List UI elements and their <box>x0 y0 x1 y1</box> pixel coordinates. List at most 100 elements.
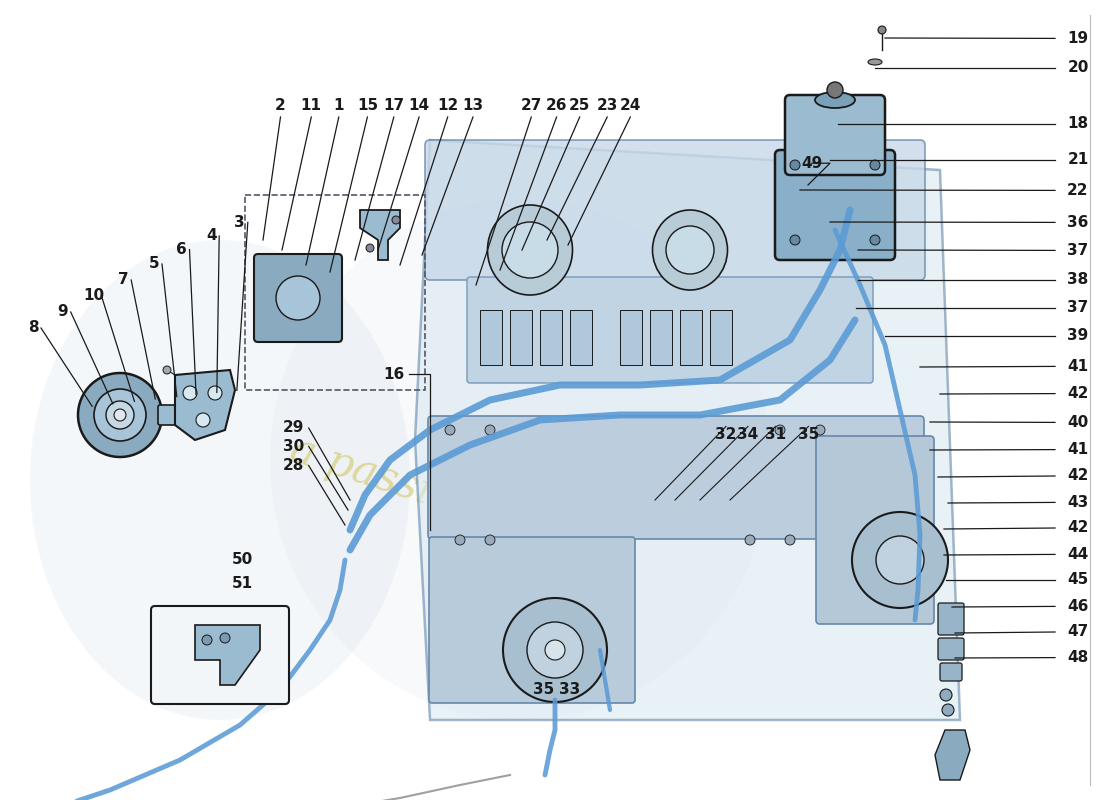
Circle shape <box>745 535 755 545</box>
Ellipse shape <box>270 200 770 720</box>
Circle shape <box>196 413 210 427</box>
Text: 30: 30 <box>283 439 305 454</box>
Text: 17: 17 <box>383 98 405 113</box>
Text: 21: 21 <box>1067 153 1089 167</box>
Text: 33: 33 <box>559 682 581 697</box>
Ellipse shape <box>30 240 410 720</box>
Text: 4: 4 <box>206 229 217 243</box>
Text: 5: 5 <box>148 257 159 271</box>
Circle shape <box>502 222 558 278</box>
Text: 6: 6 <box>176 242 187 257</box>
Circle shape <box>503 598 607 702</box>
Text: 47: 47 <box>1067 625 1089 639</box>
Text: 15: 15 <box>356 98 378 113</box>
Text: 3: 3 <box>234 215 245 230</box>
Circle shape <box>106 401 134 429</box>
Text: 42: 42 <box>1067 386 1089 401</box>
Text: 12: 12 <box>437 98 459 113</box>
Bar <box>680 310 702 365</box>
Text: 46: 46 <box>1067 599 1089 614</box>
Text: 28: 28 <box>283 458 305 473</box>
Bar <box>540 310 562 365</box>
Text: 40: 40 <box>1067 415 1089 430</box>
Text: 35: 35 <box>798 427 820 442</box>
Circle shape <box>208 386 222 400</box>
Text: 41: 41 <box>1067 442 1089 457</box>
Text: 20: 20 <box>1067 61 1089 75</box>
Circle shape <box>876 536 924 584</box>
Circle shape <box>276 276 320 320</box>
Circle shape <box>392 216 400 224</box>
Circle shape <box>202 635 212 645</box>
Circle shape <box>485 535 495 545</box>
Text: 18: 18 <box>1067 117 1089 131</box>
Text: 42: 42 <box>1067 521 1089 535</box>
Text: 24: 24 <box>619 98 641 113</box>
Circle shape <box>878 26 886 34</box>
FancyBboxPatch shape <box>429 537 635 703</box>
FancyBboxPatch shape <box>254 254 342 342</box>
Text: 34: 34 <box>737 427 759 442</box>
Bar <box>620 310 642 365</box>
FancyBboxPatch shape <box>940 663 962 681</box>
Text: 11: 11 <box>300 98 322 113</box>
Circle shape <box>666 226 714 274</box>
Ellipse shape <box>868 59 882 65</box>
Circle shape <box>527 622 583 678</box>
Text: 48: 48 <box>1067 650 1089 665</box>
Circle shape <box>114 409 126 421</box>
Circle shape <box>870 160 880 170</box>
Text: 42: 42 <box>1067 469 1089 483</box>
Circle shape <box>94 389 146 441</box>
FancyBboxPatch shape <box>151 606 289 704</box>
Bar <box>570 310 592 365</box>
Bar <box>480 310 502 365</box>
Circle shape <box>790 235 800 245</box>
Bar <box>650 310 672 365</box>
Bar <box>710 310 732 365</box>
Text: 29: 29 <box>283 421 305 435</box>
Circle shape <box>446 425 455 435</box>
Text: 8: 8 <box>28 321 38 335</box>
Ellipse shape <box>487 205 572 295</box>
Circle shape <box>78 373 162 457</box>
Polygon shape <box>195 625 260 685</box>
Text: 23: 23 <box>596 98 618 113</box>
Text: 7: 7 <box>118 273 129 287</box>
Text: 44: 44 <box>1067 547 1089 562</box>
FancyBboxPatch shape <box>938 603 964 635</box>
Text: 25: 25 <box>569 98 591 113</box>
Polygon shape <box>935 730 970 780</box>
Circle shape <box>827 82 843 98</box>
Text: 43: 43 <box>1067 495 1089 510</box>
Circle shape <box>790 160 800 170</box>
Text: 22: 22 <box>1067 183 1089 198</box>
Text: 50: 50 <box>231 553 253 567</box>
Circle shape <box>785 535 795 545</box>
Circle shape <box>220 633 230 643</box>
Circle shape <box>942 704 954 716</box>
Text: 41: 41 <box>1067 359 1089 374</box>
Circle shape <box>815 425 825 435</box>
Text: 38: 38 <box>1067 273 1089 287</box>
Text: 37: 37 <box>1067 301 1089 315</box>
Text: 32: 32 <box>715 427 737 442</box>
Circle shape <box>544 640 565 660</box>
Text: 26: 26 <box>546 98 568 113</box>
Text: 9: 9 <box>57 305 68 319</box>
Text: 27: 27 <box>520 98 542 113</box>
Text: 10: 10 <box>82 289 104 303</box>
FancyBboxPatch shape <box>425 140 925 280</box>
Circle shape <box>163 366 170 374</box>
FancyBboxPatch shape <box>776 150 895 260</box>
Text: 37: 37 <box>1067 243 1089 258</box>
FancyBboxPatch shape <box>938 638 964 660</box>
Circle shape <box>183 386 197 400</box>
Text: a passion for: a passion for <box>285 428 556 552</box>
Bar <box>510 310 532 365</box>
FancyBboxPatch shape <box>816 436 934 624</box>
Circle shape <box>366 244 374 252</box>
Text: 35: 35 <box>532 682 554 697</box>
Circle shape <box>776 425 785 435</box>
Text: 14: 14 <box>408 98 430 113</box>
